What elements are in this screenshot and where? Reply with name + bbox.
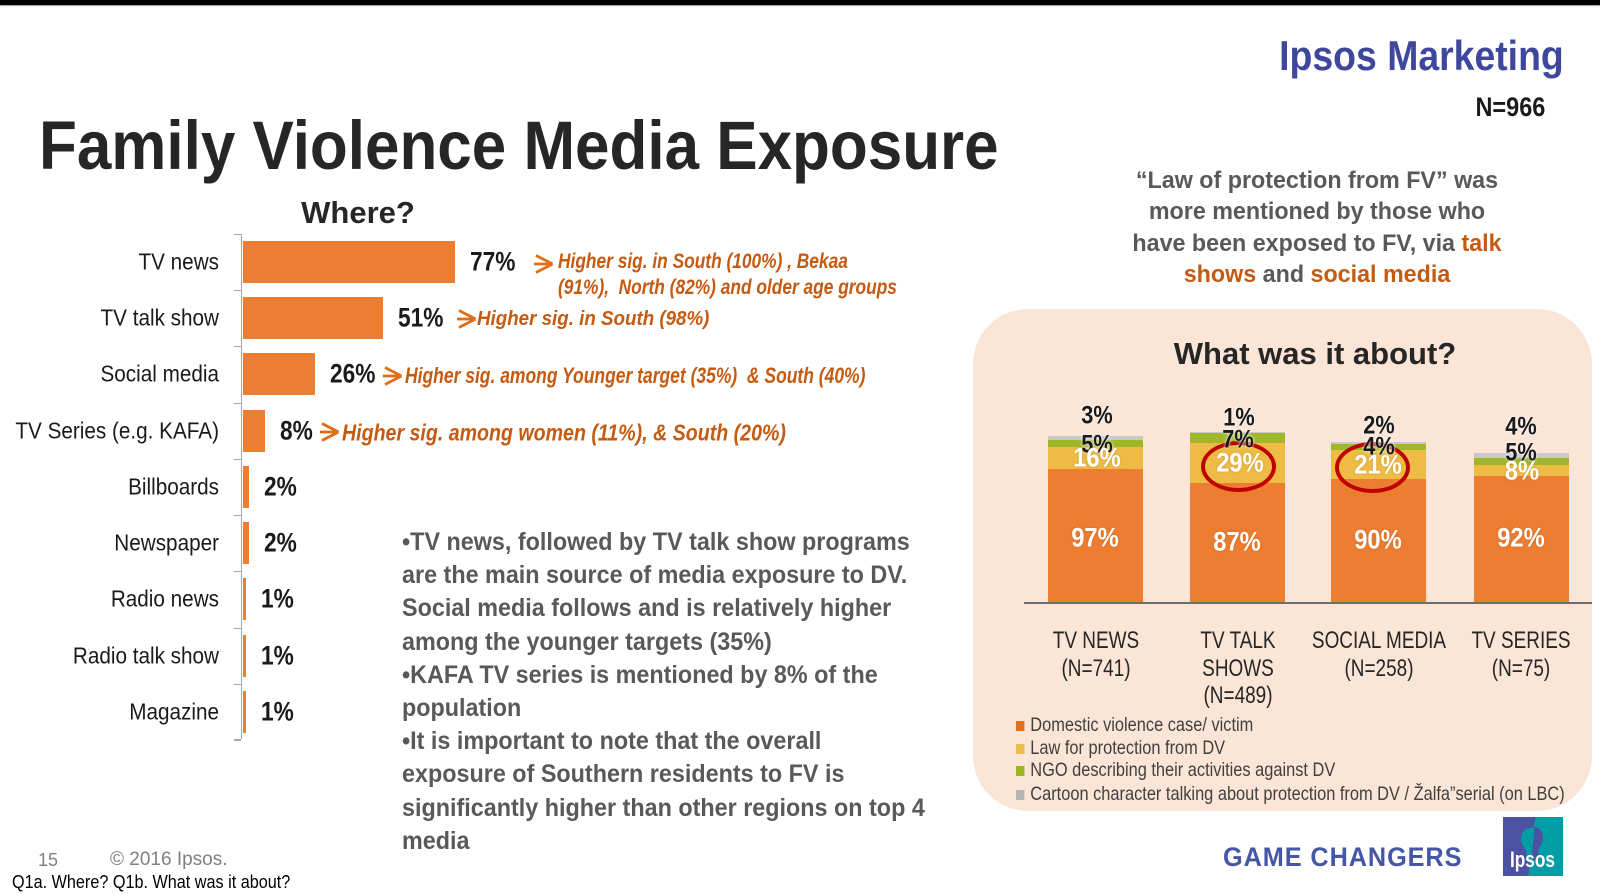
svg-text:Ipsos: Ipsos (1510, 847, 1555, 872)
